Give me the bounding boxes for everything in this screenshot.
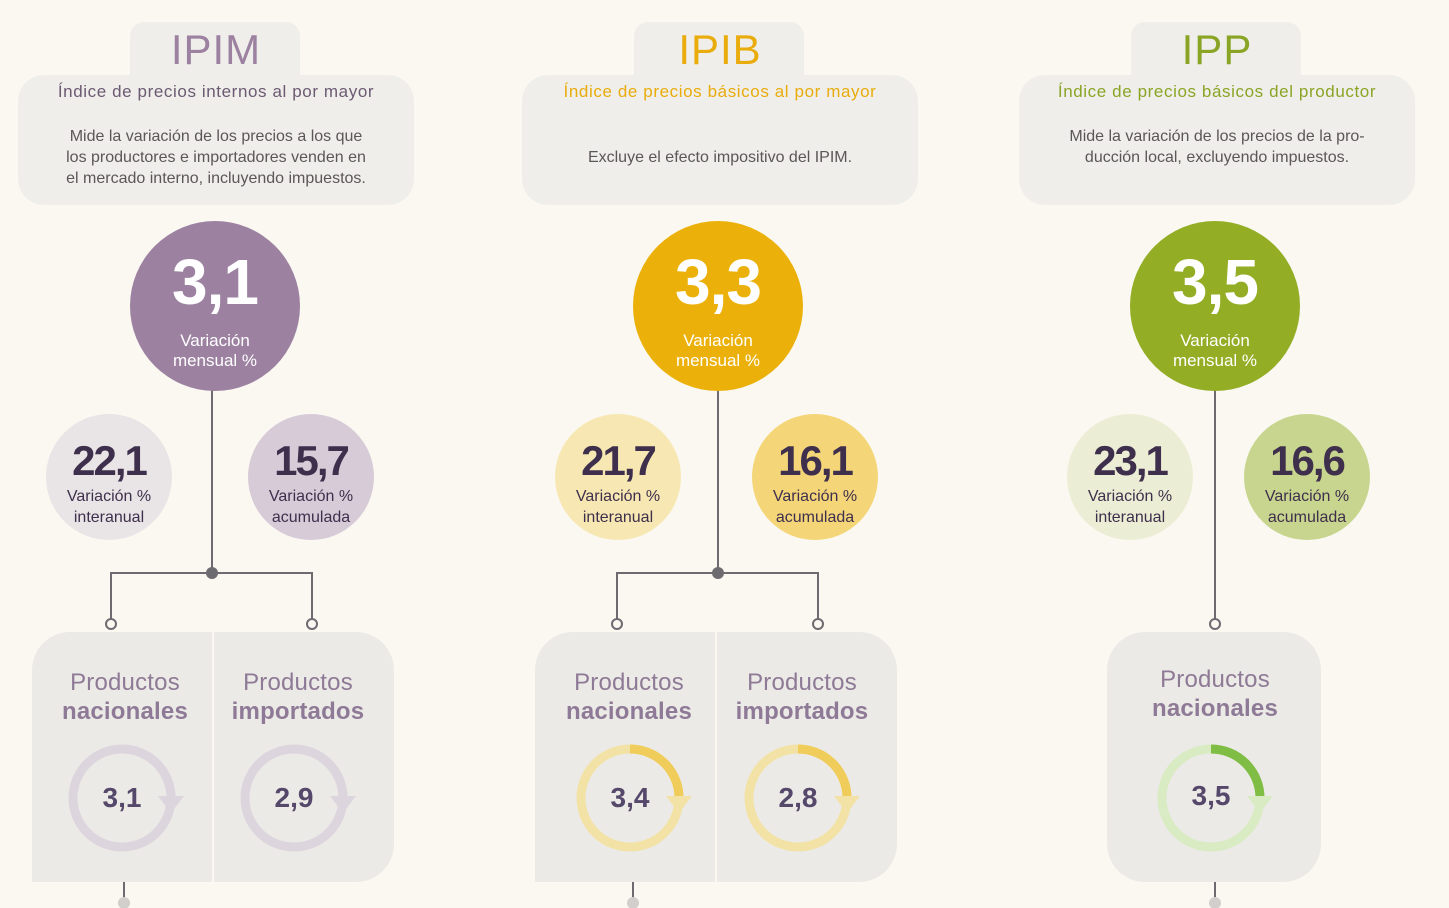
ipib-imported-gauge: 2,8	[740, 738, 864, 862]
gauge-ring	[1157, 744, 1273, 852]
gauge-ring	[68, 744, 184, 852]
panel-divider	[715, 632, 717, 882]
ipib-imported-value: 2,8	[778, 782, 818, 813]
panel-divider	[212, 632, 214, 882]
ipim-monthly-label: Variación mensual %	[172, 331, 258, 370]
gauge-arrowhead	[666, 796, 692, 813]
gauge-fill-arc	[797, 744, 852, 799]
ipim-imported-gauge: 2,9	[236, 738, 360, 862]
ipim-yearly-value: 22,1	[72, 437, 148, 484]
ipim-national-gauge: 3,1	[64, 738, 188, 862]
gauge-fill-arc	[629, 744, 684, 799]
ipp-monthly-value: 3,5	[1172, 246, 1259, 318]
gauge-fill-arc	[1210, 744, 1265, 799]
ipim-monthly-value: 3,1	[172, 246, 259, 318]
gauge-ring	[576, 744, 692, 852]
gauge-fill-arc	[293, 744, 348, 799]
ipp-cumulative-label: Variación % acumulada	[1264, 488, 1350, 526]
ipim-cumulative-circle: 15,7 Variación % acumulada	[248, 414, 374, 540]
ipib-yearly-label: Variación % interanual	[575, 488, 661, 526]
gauge-arrowhead	[834, 796, 860, 813]
ipim-yearly-label: Variación % interanual	[66, 488, 152, 526]
ipib-national-title: Productos nacionales	[565, 669, 693, 725]
ipp-yearly-value: 23,1	[1093, 437, 1169, 484]
ipp-acronym: IPP	[1181, 26, 1253, 73]
ipib-cumulative-value: 16,1	[778, 437, 854, 484]
ipim-tab	[130, 22, 300, 82]
ipim-national-title: Productos nacionales	[61, 669, 189, 725]
ipib-national-gauge: 3,4	[572, 738, 696, 862]
ipib-yearly-value: 21,7	[581, 437, 657, 484]
gauge-ring	[744, 744, 860, 852]
gauge-arrowhead	[158, 796, 184, 813]
ipp-cumulative-value: 16,6	[1270, 437, 1346, 484]
ipp-cumulative-circle: 16,6 Variación % acumulada	[1244, 414, 1370, 540]
ipim-info-card	[18, 75, 414, 205]
ipim-imported-title: Productos importados	[231, 669, 365, 725]
ipib-yearly-circle: 21,7 Variación % interanual	[555, 414, 681, 540]
ipib-info-card	[522, 75, 918, 205]
ipib-acronym: IPIB	[678, 26, 762, 73]
ipib-tab	[634, 22, 804, 82]
ipib-imported-title: Productos importados	[735, 669, 869, 725]
ipp-national-title: Productos nacionales	[1151, 666, 1279, 722]
ipim-acronym: IPIM	[170, 26, 262, 73]
ipib-national-value: 3,4	[610, 782, 650, 813]
ipp-monthly-circle: 3,5 Variación mensual %	[1130, 221, 1300, 391]
ipp-subtitle: Índice de precios básicos del productor	[1057, 82, 1377, 101]
gauge-arrowhead	[330, 796, 356, 813]
ipib-cumulative-label: Variación % acumulada	[772, 488, 858, 526]
ipp-products-panel	[1107, 632, 1321, 882]
ipim-column: IPIM Índice de precios internos al por m…	[16, 0, 416, 908]
ipim-yearly-circle: 22,1 Variación % interanual	[46, 414, 172, 540]
ipib-cumulative-circle: 16,1 Variación % acumulada	[752, 414, 878, 540]
ipim-cumulative-label: Variación % acumulada	[268, 488, 354, 526]
ipim-cumulative-value: 15,7	[274, 437, 350, 484]
ipim-imported-value: 2,9	[274, 782, 314, 813]
ipp-monthly-label: Variación mensual %	[1172, 331, 1258, 370]
ipib-column: IPIB Índice de precios básicos al por ma…	[520, 0, 920, 908]
gauge-arrowhead	[1247, 796, 1273, 813]
ipim-subtitle: Índice de precios internos al por mayor	[57, 82, 375, 101]
ipp-info-card	[1019, 75, 1415, 205]
ipib-products-panel	[535, 632, 897, 882]
gauge-fill-arc	[121, 744, 176, 799]
ipib-subtitle: Índice de precios básicos al por mayor	[563, 82, 877, 101]
ipp-description: Mide la variación de los precios de la p…	[1069, 128, 1365, 166]
ipp-national-gauge: 3,5	[1153, 738, 1277, 862]
ipp-yearly-label: Variación % interanual	[1087, 488, 1173, 526]
gauge-ring	[240, 744, 356, 852]
ipp-yearly-circle: 23,1 Variación % interanual	[1067, 414, 1193, 540]
ipp-column: IPP Índice de precios básicos del produc…	[1017, 0, 1417, 908]
ipib-monthly-label: Variación mensual %	[675, 331, 761, 370]
ipib-monthly-value: 3,3	[675, 246, 762, 318]
ipib-description: Excluye el efecto impositivo del IPIM.	[587, 149, 853, 166]
ipp-tab	[1131, 22, 1301, 82]
ipib-monthly-circle: 3,3 Variación mensual %	[633, 221, 803, 391]
ipim-monthly-circle: 3,1 Variación mensual %	[130, 221, 300, 391]
ipim-description: Mide la variación de los precios a los q…	[66, 128, 366, 187]
ipim-national-value: 3,1	[102, 782, 142, 813]
ipp-national-value: 3,5	[1191, 780, 1231, 811]
